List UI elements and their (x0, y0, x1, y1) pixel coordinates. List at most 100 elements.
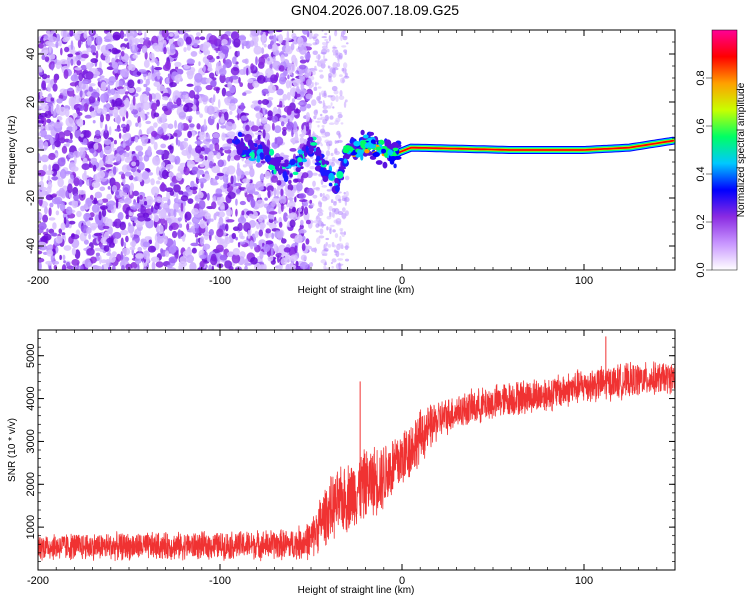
spectrogram-noise-blob (169, 43, 176, 54)
spectrogram-noise-blob (130, 136, 137, 142)
spectrogram-noise-blob (276, 88, 284, 96)
colorbar-tick-label: 0.2 (695, 214, 707, 229)
spectrogram-track-blob (321, 159, 326, 166)
spectrogram-noise-blob (61, 232, 66, 236)
spectrogram-noise-blob (327, 95, 333, 98)
spectrogram-noise-blob (344, 245, 350, 249)
spectrogram-noise-blob (75, 229, 81, 236)
spectrogram-noise-blob (111, 99, 115, 108)
spectrogram-noise-blob (167, 123, 174, 130)
spectrogram-noise-blob (40, 154, 49, 163)
spectrogram-noise-blob (153, 214, 160, 223)
spectrogram-noise-blob (151, 65, 154, 75)
spectrogram-noise-blob (95, 252, 101, 257)
spectrogram-noise-blob (316, 136, 322, 143)
spectrogram-noise-blob (38, 42, 44, 49)
spectrogram-noise-blob (207, 67, 213, 72)
spectrogram-noise-blob (88, 217, 94, 221)
spectrogram-noise-blob (283, 247, 291, 253)
spectrogram-noise-blob (48, 265, 52, 270)
spectrogram-noise-blob (301, 243, 306, 252)
spectrogram-track-blob (381, 148, 387, 154)
spectrogram-noise-blob (328, 80, 333, 83)
spectrogram-noise-blob (184, 211, 192, 221)
spectrogram-noise-blob (341, 207, 346, 213)
spectrogram-noise-blob (80, 64, 88, 71)
spectrogram-track-blob (269, 157, 277, 166)
spectrogram-noise-blob (199, 163, 205, 168)
spectrogram-noise-blob (289, 79, 292, 89)
spectrogram-noise-blob (267, 57, 270, 62)
spectrogram-noise-blob (125, 263, 133, 270)
spectrogram-noise-blob (221, 45, 229, 55)
spectrogram-noise-blob (314, 81, 317, 87)
spectrogram-noise-blob (332, 61, 338, 69)
spectrogram-noise-blob (334, 30, 338, 37)
spectrogram-track-blob (279, 166, 283, 174)
spectrogram-noise-blob (237, 222, 243, 232)
spectrogram-noise-blob (138, 122, 142, 128)
spectrogram-noise-blob (72, 125, 78, 131)
spectrogram-noise-blob (158, 209, 167, 220)
spectrogram-noise-blob (137, 150, 144, 157)
spectrogram-noise-blob (182, 30, 191, 33)
spectrogram-noise-blob (343, 35, 348, 39)
spectrogram-noise-blob (136, 51, 141, 55)
spectrogram-noise-blob (59, 59, 68, 65)
colorbar-tick-label: 0.6 (695, 118, 707, 133)
spectrogram-noise-blob (53, 110, 56, 117)
spectrogram-track-blob (328, 172, 335, 181)
spectrogram-noise-blob (237, 113, 240, 121)
x-tick-label: -100 (209, 275, 231, 287)
spectrogram-noise-blob (129, 246, 136, 251)
spectrogram-noise-blob (55, 104, 61, 114)
spectrogram-noise-blob (91, 180, 101, 189)
spectrogram-noise-blob (108, 242, 115, 248)
spectrogram-track-blob (307, 136, 314, 142)
y-tick-label: 0 (25, 147, 37, 153)
spectrogram-noise-blob (312, 194, 318, 199)
spectrogram-noise-blob (191, 247, 197, 254)
spectrogram-noise-blob (286, 121, 294, 130)
spectrogram-noise-blob (240, 102, 245, 112)
spectrogram-noise-blob (59, 254, 62, 261)
spectrogram-noise-blob (227, 154, 231, 162)
spectrogram-noise-blob (343, 101, 347, 109)
spectrogram-noise-blob (83, 30, 88, 39)
spectrogram-noise-blob (38, 257, 45, 263)
spectrogram-track-blob (264, 155, 271, 163)
spectrogram-noise-blob (302, 235, 306, 241)
spectrogram-track-blob (322, 175, 329, 183)
spectrogram-noise-blob (298, 207, 303, 213)
spectrogram-track-blob (378, 139, 385, 146)
spectrogram-noise-blob (132, 42, 135, 51)
spectrogram-noise-blob (44, 56, 50, 62)
spectrogram-noise-blob (291, 98, 295, 103)
spectrogram-noise-blob (74, 249, 81, 260)
spectrogram-noise-blob (137, 79, 141, 84)
spectrogram-noise-blob (314, 187, 320, 190)
spectrogram-noise-blob (341, 213, 347, 220)
spectrogram-noise-blob (42, 116, 47, 126)
spectrogram-noise-blob (168, 171, 174, 177)
spectrogram-noise-blob (249, 240, 254, 250)
spectrogram-noise-blob (115, 190, 120, 196)
spectrogram-noise-blob (147, 145, 152, 156)
spectrogram-x-ticks: -200 -100 0 100 (27, 30, 676, 287)
spectrogram-noise-blob (155, 261, 164, 268)
spectrogram-noise-blob (296, 85, 300, 93)
spectrogram-noise-blob (64, 170, 73, 175)
spectrogram-noise-blob (262, 129, 266, 139)
spectrogram-noise-blob (108, 126, 112, 136)
spectrogram-noise-blob (252, 80, 260, 88)
spectrogram-noise-blob (142, 241, 151, 248)
colorbar-tick-label: 0.8 (695, 70, 707, 85)
x-tick-label: 100 (575, 275, 593, 287)
spectrogram-noise-blob (234, 182, 242, 187)
spectrogram-noise-blob (250, 63, 255, 71)
spectrogram-noise-blob (291, 137, 296, 145)
spectrogram-track-blob (237, 143, 243, 152)
spectrogram-noise-blob (174, 119, 177, 129)
spectrogram-noise-blob (68, 152, 75, 159)
